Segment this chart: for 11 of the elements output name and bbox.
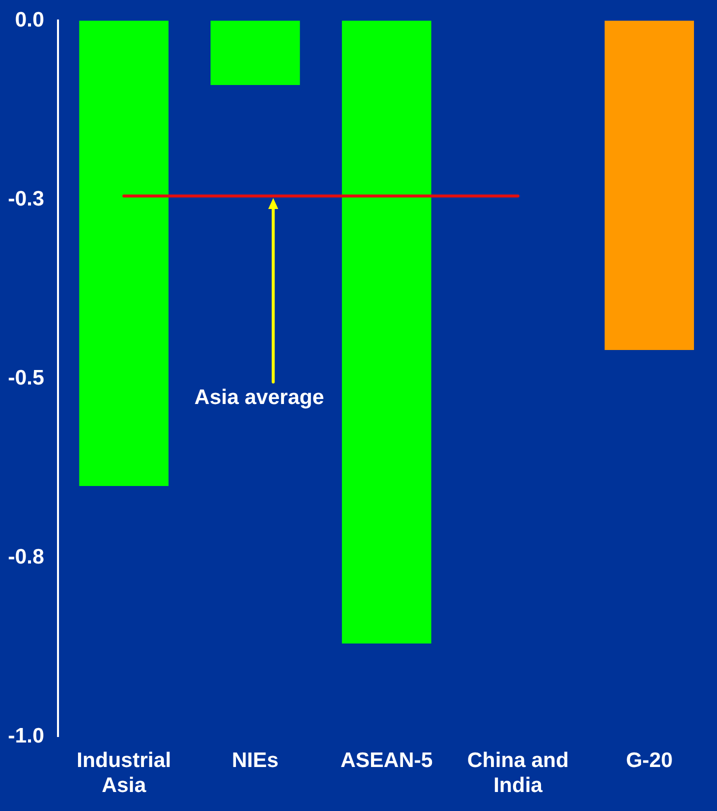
- y-tick-label: -0.5: [8, 366, 45, 390]
- x-tick-label: Industrial Asia: [76, 748, 172, 798]
- y-tick-label: 0.0: [14, 8, 44, 32]
- x-tick-label: ASEAN-5: [340, 748, 434, 772]
- ref-line-label: Asia average: [194, 386, 324, 409]
- y-tick-label: -0.3: [8, 187, 44, 210]
- x-tick-label: G-20: [626, 748, 673, 772]
- y-tick-label: -0.8: [8, 545, 45, 568]
- x-tick-label: China and India: [467, 748, 569, 798]
- x-tick-label: NIEs: [232, 748, 279, 772]
- y-tick-label: -1.0: [8, 724, 44, 748]
